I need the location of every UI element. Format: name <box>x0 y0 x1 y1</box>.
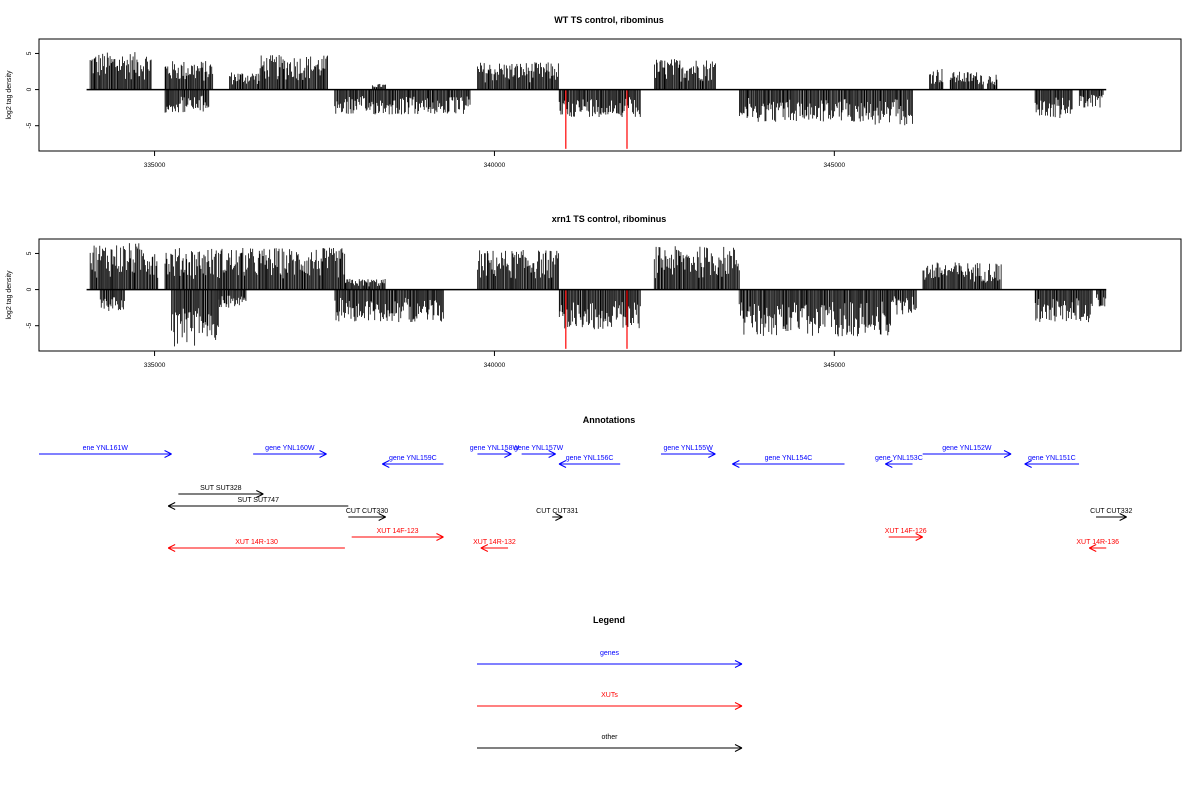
panel-1-axes: 335000 340000 345000 5 0 -5 <box>26 51 846 169</box>
feature-label: gene YNL153C <box>875 455 923 462</box>
y-tick-label: 0 <box>26 287 33 291</box>
feature-label: gene YNL154C <box>765 455 813 462</box>
feature-label: gene YNL157W <box>514 445 564 452</box>
feature-arrow <box>521 450 556 458</box>
feature-arrow <box>1089 544 1107 552</box>
feature-label: SUT SUT328 <box>200 485 242 492</box>
feature-arrow <box>552 513 563 521</box>
feature-label: gene YNL158W <box>470 445 520 452</box>
feature-arrow <box>558 460 621 468</box>
panel-2-axes: 335000 340000 345000 5 0 -5 <box>26 251 846 369</box>
panel-2-ylabel: log2 tag density <box>6 270 13 320</box>
legend-title: Legend <box>593 615 625 625</box>
feature-arrow <box>732 460 845 468</box>
feature-label: gene YNL156C <box>566 455 614 462</box>
feature-arrow <box>660 450 716 458</box>
x-tick-label: 340000 <box>484 162 506 169</box>
feature-arrow <box>1024 460 1080 468</box>
feature-label: ene YNL161W <box>83 445 129 452</box>
feature-arrow <box>922 450 1012 458</box>
feature-label: gene YNL160W <box>265 445 315 452</box>
x-tick-label: 345000 <box>823 162 845 169</box>
feature-arrow <box>348 513 386 521</box>
feature-arrow <box>888 533 923 541</box>
legend-label: XUTs <box>601 692 618 699</box>
legend-label: genes <box>600 650 620 657</box>
feature-label: XUT 14F-126 <box>885 528 927 535</box>
x-tick-label: 340000 <box>484 362 506 369</box>
feature-label: CUT CUT332 <box>1090 508 1132 515</box>
annotations-title: Annotations <box>583 415 636 425</box>
y-tick-label: -5 <box>26 122 33 128</box>
legend-arrow <box>477 744 743 752</box>
feature-label: gene YNL152W <box>942 445 992 452</box>
legend-arrow <box>477 702 743 710</box>
feature-arrow <box>178 490 264 498</box>
feature-arrow <box>885 460 913 468</box>
feature-arrow <box>167 502 349 510</box>
feature-arrow <box>351 533 444 541</box>
feature-label: SUT SUT747 <box>237 497 279 504</box>
panel-2-plot <box>86 243 1107 349</box>
y-tick-label: 5 <box>26 51 33 55</box>
y-tick-label: 0 <box>26 87 33 91</box>
feature-arrow <box>1096 513 1127 521</box>
feature-arrow <box>382 460 444 468</box>
feature-arrow <box>480 544 509 552</box>
feature-label: gene YNL151C <box>1028 455 1076 462</box>
feature-label: CUT CUT331 <box>536 508 578 515</box>
feature-label: XUT 14R-130 <box>235 539 278 546</box>
legend: genes XUTs other <box>477 650 743 752</box>
panel-1-plot <box>86 52 1107 149</box>
feature-label: gene YNL159C <box>389 455 437 462</box>
feature-label: XUT 14R-132 <box>473 539 516 546</box>
panel-2-title: xrn1 TS control, ribominus <box>552 214 667 224</box>
feature-arrow <box>477 450 512 458</box>
legend-label: other <box>602 734 619 741</box>
panel-1-ylabel: log2 tag density <box>6 70 13 120</box>
feature-arrow <box>167 544 345 552</box>
panel-1-title: WT TS control, ribominus <box>554 15 664 25</box>
legend-arrow <box>477 660 743 668</box>
x-tick-label: 345000 <box>823 362 845 369</box>
feature-label: XUT 14F-123 <box>377 528 419 535</box>
y-tick-label: 5 <box>26 251 33 255</box>
x-tick-label: 335000 <box>144 362 166 369</box>
feature-arrow <box>39 450 172 458</box>
feature-label: CUT CUT330 <box>346 508 388 515</box>
panel-1-frame <box>38 38 1182 152</box>
annotation-tracks: ene YNL161W gene YNL160W gene YNL159C gene … <box>39 445 1133 552</box>
y-tick-label: -5 <box>26 322 33 328</box>
panel-2-frame <box>38 238 1182 352</box>
feature-arrow <box>253 450 327 458</box>
feature-label: gene YNL155W <box>664 445 714 452</box>
x-tick-label: 335000 <box>144 162 166 169</box>
feature-label: XUT 14R-136 <box>1076 539 1119 546</box>
